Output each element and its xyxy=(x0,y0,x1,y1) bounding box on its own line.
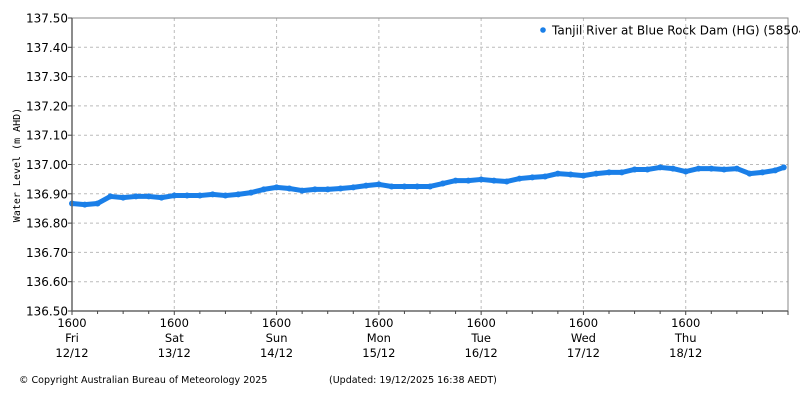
data-point xyxy=(580,172,587,179)
data-point xyxy=(721,166,728,173)
y-tick-label: 137.10 xyxy=(26,129,68,143)
y-tick-label: 137.40 xyxy=(26,41,68,55)
data-point xyxy=(567,171,574,178)
data-point xyxy=(708,165,715,172)
x-tick-day: Sat xyxy=(165,331,184,345)
data-point xyxy=(606,169,612,176)
data-point xyxy=(350,184,357,191)
data-point xyxy=(759,169,766,176)
legend-marker xyxy=(540,27,546,33)
data-point xyxy=(503,178,510,185)
x-tick-date: 12/12 xyxy=(55,346,88,360)
data-point xyxy=(196,192,203,199)
x-tick-day: Mon xyxy=(367,331,391,345)
data-point xyxy=(248,189,254,196)
data-point xyxy=(414,183,421,190)
updated-text: (Updated: 19/12/2025 16:38 AEDT) xyxy=(329,375,497,386)
data-point xyxy=(337,185,344,192)
data-point xyxy=(657,164,664,171)
x-tick-date: 14/12 xyxy=(260,346,293,360)
x-tick-day: Thu xyxy=(674,331,697,345)
data-point xyxy=(542,173,549,180)
data-point xyxy=(120,194,127,201)
x-tick-date: 17/12 xyxy=(567,346,600,360)
data-point xyxy=(695,165,702,172)
data-point xyxy=(618,169,625,176)
data-point xyxy=(94,200,101,207)
data-point xyxy=(439,180,446,187)
data-point xyxy=(529,174,536,181)
y-axis-label: Water Level (m AHD) xyxy=(12,108,23,222)
x-tick-time: 1600 xyxy=(569,316,598,330)
x-tick-time: 1600 xyxy=(671,316,700,330)
data-point xyxy=(644,166,651,173)
y-tick-label: 136.60 xyxy=(26,275,68,289)
data-point xyxy=(733,165,740,172)
data-point xyxy=(478,176,485,183)
data-point xyxy=(375,181,382,188)
data-point xyxy=(145,193,152,200)
y-tick-label: 136.80 xyxy=(26,217,68,231)
data-point xyxy=(682,168,689,175)
data-point xyxy=(401,183,408,190)
x-tick-time: 1600 xyxy=(364,316,393,330)
y-tick-label: 136.50 xyxy=(26,305,68,319)
data-point xyxy=(184,192,191,199)
y-axis-ticks: 137.50 137.40 137.30 137.20 137.10 137.00 136.… xyxy=(26,12,72,319)
data-point xyxy=(132,193,139,200)
data-point xyxy=(465,177,472,184)
data-point xyxy=(311,186,318,193)
y-tick-label: 137.50 xyxy=(26,12,68,26)
data-point xyxy=(171,192,178,199)
legend-label: Tanjil River at Blue Rock Dam (HG) (5850… xyxy=(551,24,800,38)
x-axis-ticks: 1600Fri12/121600Sat13/121600Sun14/121600… xyxy=(55,311,789,360)
data-point xyxy=(273,184,280,191)
y-tick-label: 137.20 xyxy=(26,99,68,113)
data-point xyxy=(780,164,787,171)
data-point xyxy=(554,170,561,177)
y-tick-label: 137.00 xyxy=(26,158,68,172)
data-point xyxy=(388,183,395,190)
x-tick-date: 13/12 xyxy=(158,346,191,360)
data-point xyxy=(158,194,165,201)
data-point xyxy=(107,193,114,200)
data-point xyxy=(235,191,242,198)
data-point xyxy=(260,186,267,193)
legend: Tanjil River at Blue Rock Dam (HG) (5850… xyxy=(540,24,800,38)
data-point xyxy=(427,183,433,190)
y-tick-label: 137.30 xyxy=(26,70,68,84)
data-point xyxy=(746,170,753,177)
data-point xyxy=(324,186,331,193)
x-tick-day: Tue xyxy=(470,331,491,345)
data-point xyxy=(209,191,216,198)
x-tick-date: 18/12 xyxy=(669,346,702,360)
data-point xyxy=(222,192,229,199)
data-point xyxy=(669,165,676,172)
y-tick-label: 136.70 xyxy=(26,246,68,260)
data-point xyxy=(81,201,88,208)
data-point xyxy=(299,187,306,194)
data-point xyxy=(593,170,600,177)
data-series xyxy=(69,164,787,208)
x-tick-day: Wed xyxy=(571,331,596,345)
data-point xyxy=(516,175,523,182)
x-tick-time: 1600 xyxy=(467,316,496,330)
data-point xyxy=(631,166,638,173)
y-tick-label: 136.90 xyxy=(26,187,68,201)
x-tick-time: 1600 xyxy=(262,316,291,330)
grid xyxy=(72,18,789,311)
data-point xyxy=(286,185,293,192)
data-point xyxy=(363,182,370,189)
x-tick-day: Sun xyxy=(266,331,288,345)
data-point xyxy=(772,167,779,174)
x-tick-day: Fri xyxy=(65,331,79,345)
x-tick-date: 15/12 xyxy=(362,346,395,360)
copyright-text: © Copyright Australian Bureau of Meteoro… xyxy=(19,375,267,386)
x-tick-time: 1600 xyxy=(57,316,86,330)
data-point xyxy=(452,177,459,184)
x-tick-time: 1600 xyxy=(160,316,189,330)
x-tick-date: 16/12 xyxy=(465,346,498,360)
data-point xyxy=(490,177,497,184)
